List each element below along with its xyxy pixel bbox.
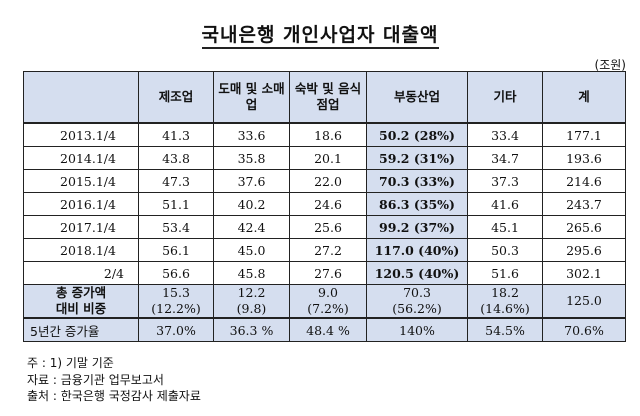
header-lodging-food: 숙박 및 음식점업 xyxy=(289,71,367,124)
growth-cell: 36.3 % xyxy=(213,317,290,342)
table-cell: 302.1 xyxy=(542,261,626,285)
header-total: 계 xyxy=(542,71,626,124)
table-cell: 265.6 xyxy=(542,215,626,239)
table-cell: 41.3 xyxy=(138,122,214,147)
table-cell: 27.6 xyxy=(289,261,367,285)
row-label: 2018.1/4 xyxy=(23,238,139,262)
table-cell: 33.4 xyxy=(467,122,543,147)
summary-cell: 70.3 (56.2%) xyxy=(366,284,468,319)
header-wholesale-retail: 도매 및 소매업 xyxy=(213,71,290,124)
table-cell: 37.3 xyxy=(467,169,543,193)
table-title: 국내은행 개인사업자 대출액 xyxy=(0,20,640,49)
growth-row: 5년간 증가율 37.0% 36.3 % 48.4 % 140% 54.5% 7… xyxy=(23,317,626,342)
growth-label: 5년간 증가율 xyxy=(23,317,139,342)
table-cell: 45.1 xyxy=(467,215,543,239)
table-cell: 53.4 xyxy=(138,215,214,239)
table-cell: 40.2 xyxy=(213,192,290,216)
summary-cell: 15.3 (12.2%) xyxy=(138,284,214,319)
table-cell: 45.8 xyxy=(213,261,290,285)
header-other: 기타 xyxy=(467,71,543,124)
footnotes: 주 : 1) 기말 기준 자료 : 금융기관 업무보고서 출처 : 한국은행 국… xyxy=(27,355,201,405)
footnote-origin: 출처 : 한국은행 국정감사 제출자료 xyxy=(27,389,201,403)
row-label: 2017.1/4 xyxy=(23,215,139,239)
table-cell: 33.6 xyxy=(213,122,290,147)
row-label: 2016.1/4 xyxy=(23,192,139,216)
table-cell: 41.6 xyxy=(467,192,543,216)
table-cell: 25.6 xyxy=(289,215,367,239)
table-cell: 42.4 xyxy=(213,215,290,239)
row-label: 2/4 xyxy=(23,261,139,285)
table-row: 2013.1/4 41.3 33.6 18.6 50.2 (28%) 33.4 … xyxy=(23,122,626,147)
summary-cell: 18.2 (14.6%) xyxy=(467,284,543,319)
table-cell: 20.1 xyxy=(289,146,367,170)
row-label: 2015.1/4 xyxy=(23,169,139,193)
table-cell: 214.6 xyxy=(542,169,626,193)
table-cell: 24.6 xyxy=(289,192,367,216)
table-cell-highlight: 59.2 (31%) xyxy=(366,146,468,170)
summary-label-line2: 대비 비중 xyxy=(55,301,107,316)
growth-cell: 54.5% xyxy=(467,317,543,342)
summary-cell: 12.2 (9.8) xyxy=(213,284,290,319)
table-cell: 193.6 xyxy=(542,146,626,170)
table-cell: 35.8 xyxy=(213,146,290,170)
unit-label: (조원) xyxy=(594,58,626,72)
footnote-source: 자료 : 금융기관 업무보고서 xyxy=(27,372,164,387)
table-row: 2015.1/4 47.3 37.6 22.0 70.3 (33%) 37.3 … xyxy=(23,169,626,193)
table-cell: 34.7 xyxy=(467,146,543,170)
table-cell: 50.3 xyxy=(467,238,543,262)
table-cell: 51.6 xyxy=(467,261,543,285)
row-label: 2014.1/4 xyxy=(23,146,139,170)
table-cell: 45.0 xyxy=(213,238,290,262)
table-cell-highlight: 50.2 (28%) xyxy=(366,122,468,147)
header-real-estate: 부동산업 xyxy=(366,71,468,124)
table-row: 2018.1/4 56.1 45.0 27.2 117.0 (40%) 50.3… xyxy=(23,238,626,262)
table-cell: 56.1 xyxy=(138,238,214,262)
table-cell: 51.1 xyxy=(138,192,214,216)
table-cell-highlight: 117.0 (40%) xyxy=(366,238,468,262)
summary-cell: 125.0 xyxy=(542,284,626,319)
table-cell: 43.8 xyxy=(138,146,214,170)
header-manufacturing: 제조업 xyxy=(138,71,214,124)
table-cell-highlight: 86.3 (35%) xyxy=(366,192,468,216)
summary-label: 총 증가액 대비 비중 xyxy=(23,284,139,319)
table-cell: 37.6 xyxy=(213,169,290,193)
table-row: 2016.1/4 51.1 40.2 24.6 86.3 (35%) 41.6 … xyxy=(23,192,626,216)
table-cell-highlight: 120.5 (40%) xyxy=(366,261,468,285)
summary-cell: 9.0 (7.2%) xyxy=(289,284,367,319)
growth-cell: 48.4 % xyxy=(289,317,367,342)
summary-label-line1: 총 증가액 xyxy=(55,285,107,300)
table-cell: 177.1 xyxy=(542,122,626,147)
table-cell-highlight: 70.3 (33%) xyxy=(366,169,468,193)
header-corner xyxy=(23,71,139,124)
growth-cell: 37.0% xyxy=(138,317,214,342)
table-cell: 47.3 xyxy=(138,169,214,193)
table-row: 2017.1/4 53.4 42.4 25.6 99.2 (37%) 45.1 … xyxy=(23,215,626,239)
growth-cell: 70.6% xyxy=(542,317,626,342)
header-row: 제조업 도매 및 소매업 숙박 및 음식점업 부동산업 기타 계 xyxy=(23,71,626,124)
table-cell: 56.6 xyxy=(138,261,214,285)
table-cell: 243.7 xyxy=(542,192,626,216)
table-cell: 295.6 xyxy=(542,238,626,262)
table-cell: 22.0 xyxy=(289,169,367,193)
table-cell-highlight: 99.2 (37%) xyxy=(366,215,468,239)
table-cell: 18.6 xyxy=(289,122,367,147)
loan-table: 제조업 도매 및 소매업 숙박 및 음식점업 부동산업 기타 계 2013.1/… xyxy=(23,71,626,342)
summary-row: 총 증가액 대비 비중 15.3 (12.2%) 12.2 (9.8) 9.0 (7.… xyxy=(23,284,626,319)
footnote-basis: 주 : 1) 기말 기준 xyxy=(27,356,114,370)
table-cell: 27.2 xyxy=(289,238,367,262)
table-row: 2014.1/4 43.8 35.8 20.1 59.2 (31%) 34.7 … xyxy=(23,146,626,170)
row-label: 2013.1/4 xyxy=(23,122,139,147)
table-row: 2/4 56.6 45.8 27.6 120.5 (40%) 51.6 302.… xyxy=(23,261,626,285)
growth-cell: 140% xyxy=(366,317,468,342)
